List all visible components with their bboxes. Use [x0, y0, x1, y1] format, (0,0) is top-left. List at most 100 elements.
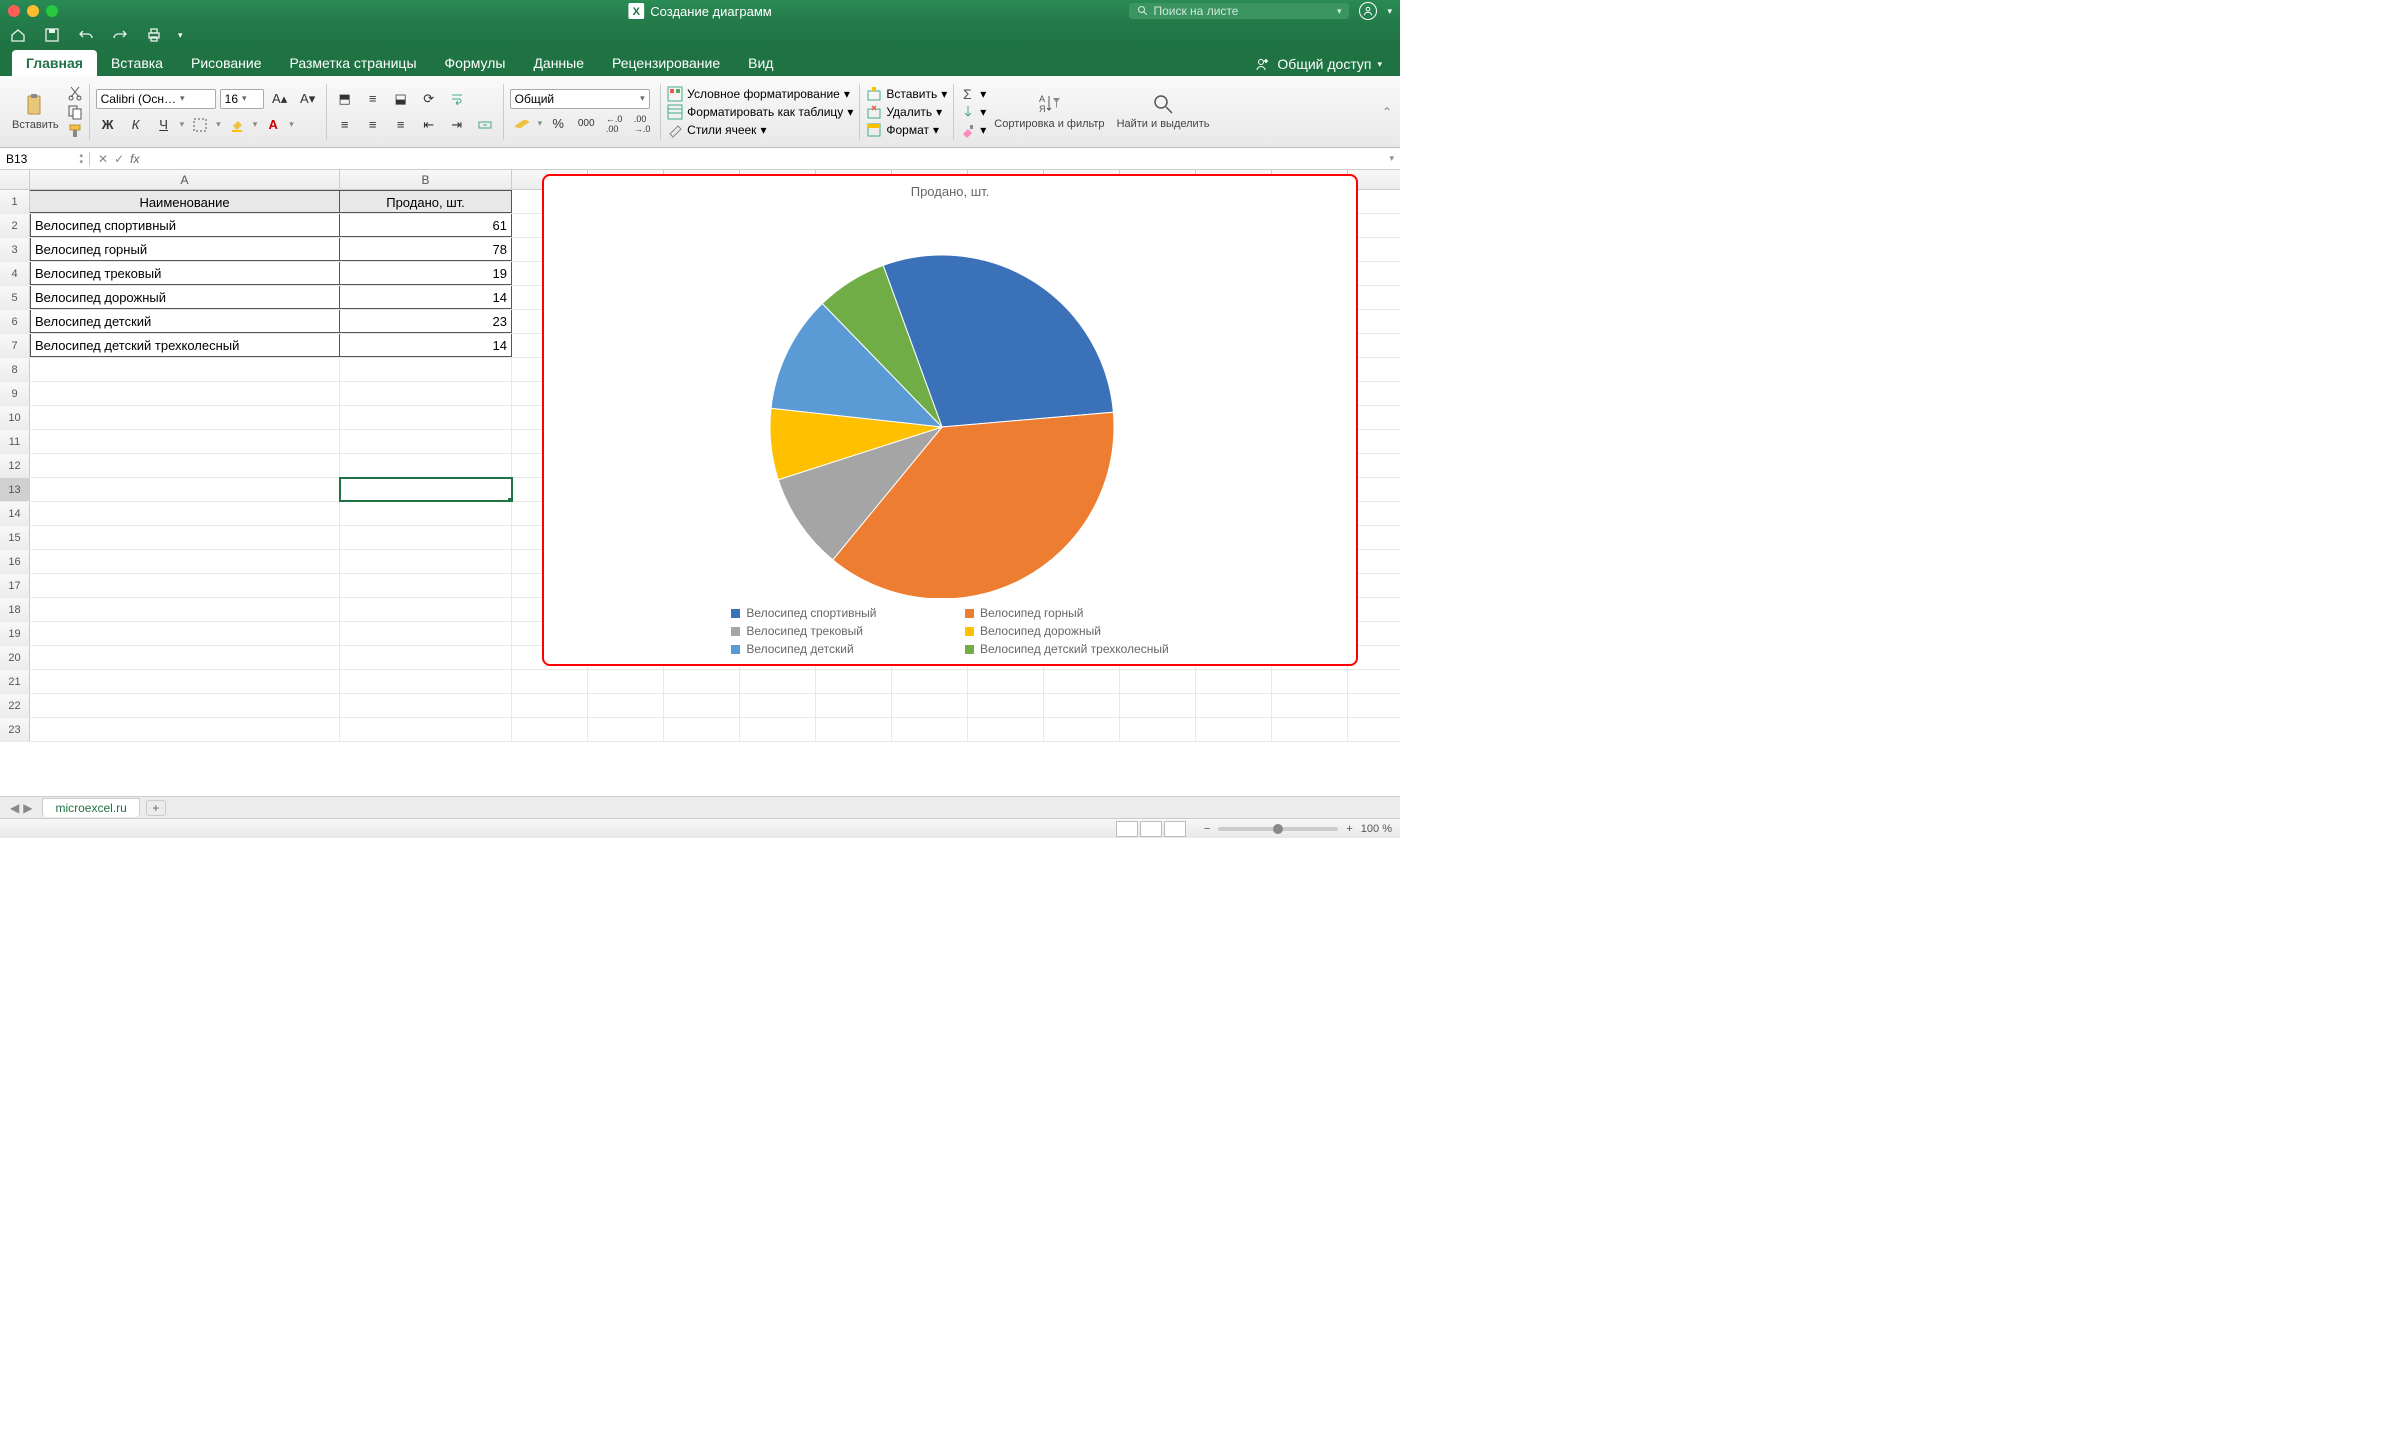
- col-header-A[interactable]: A: [30, 170, 340, 189]
- cell[interactable]: [892, 718, 968, 741]
- tab-разметка страницы[interactable]: Разметка страницы: [276, 50, 431, 76]
- autosum-icon[interactable]: Σ: [960, 86, 976, 102]
- cell[interactable]: [340, 574, 512, 597]
- row-header[interactable]: 1: [0, 190, 30, 213]
- cell[interactable]: [340, 718, 512, 741]
- col-header-B[interactable]: B: [340, 170, 512, 189]
- cell[interactable]: [30, 622, 340, 645]
- cell[interactable]: [512, 670, 588, 693]
- paste-button[interactable]: Вставить: [8, 91, 63, 133]
- row-header[interactable]: 10: [0, 406, 30, 429]
- cell[interactable]: [816, 718, 892, 741]
- cell[interactable]: [740, 718, 816, 741]
- row-header[interactable]: 22: [0, 694, 30, 717]
- decrease-indent-button[interactable]: ⇤: [417, 114, 441, 136]
- cell[interactable]: [30, 430, 340, 453]
- cell[interactable]: [340, 526, 512, 549]
- percent-button[interactable]: %: [546, 113, 570, 135]
- cell[interactable]: 78: [340, 238, 512, 261]
- legend-item[interactable]: Велосипед детский трехколесный: [965, 642, 1169, 656]
- insert-cells-button[interactable]: Вставить▾: [866, 86, 947, 102]
- row-header[interactable]: 7: [0, 334, 30, 357]
- qat-customize-icon[interactable]: ▾: [178, 30, 183, 41]
- sort-filter-button[interactable]: АЯ Сортировка и фильтр: [990, 90, 1108, 132]
- cell[interactable]: [340, 406, 512, 429]
- cell[interactable]: [340, 502, 512, 525]
- fx-icon[interactable]: fx: [130, 152, 139, 166]
- cell[interactable]: [340, 454, 512, 477]
- cell[interactable]: [30, 550, 340, 573]
- format-painter-icon[interactable]: [67, 123, 83, 139]
- cell[interactable]: [30, 670, 340, 693]
- cell[interactable]: [588, 670, 664, 693]
- align-right-button[interactable]: ≡: [389, 114, 413, 136]
- page-layout-view-button[interactable]: [1140, 821, 1162, 837]
- row-header[interactable]: 4: [0, 262, 30, 285]
- cell[interactable]: [1120, 718, 1196, 741]
- cell[interactable]: Велосипед детский: [30, 310, 340, 333]
- align-middle-button[interactable]: ≡: [361, 88, 385, 110]
- cell[interactable]: [340, 358, 512, 381]
- row-header[interactable]: 16: [0, 550, 30, 573]
- expand-formula-bar-icon[interactable]: ▾: [1383, 153, 1400, 164]
- row-header[interactable]: 23: [0, 718, 30, 741]
- wrap-text-button[interactable]: [445, 88, 469, 110]
- find-select-button[interactable]: Найти и выделить: [1113, 90, 1214, 132]
- cell-styles-button[interactable]: Стили ячеек▾: [667, 122, 853, 138]
- pie-chart[interactable]: Продано, шт.Велосипед спортивныйВелосипе…: [542, 174, 1358, 666]
- cell[interactable]: Велосипед спортивный: [30, 214, 340, 237]
- cell[interactable]: Наименование: [30, 190, 340, 213]
- cell[interactable]: [1196, 694, 1272, 717]
- close-button[interactable]: [8, 5, 20, 17]
- cell[interactable]: [30, 694, 340, 717]
- row-header[interactable]: 5: [0, 286, 30, 309]
- name-box[interactable]: B13 ▴▾: [0, 152, 90, 166]
- grow-font-button[interactable]: A▴: [268, 88, 292, 110]
- confirm-icon[interactable]: ✓: [114, 152, 124, 166]
- cell[interactable]: [968, 670, 1044, 693]
- align-top-button[interactable]: ⬒: [333, 88, 357, 110]
- legend-item[interactable]: Велосипед трековый: [731, 624, 935, 638]
- cell[interactable]: Велосипед дорожный: [30, 286, 340, 309]
- cell[interactable]: [512, 718, 588, 741]
- fill-icon[interactable]: [960, 104, 976, 120]
- cell[interactable]: [740, 670, 816, 693]
- format-as-table-button[interactable]: Форматировать как таблицу▾: [667, 104, 853, 120]
- cell[interactable]: Продано, шт.: [340, 190, 512, 213]
- legend-item[interactable]: Велосипед спортивный: [731, 606, 935, 620]
- increase-decimal-button[interactable]: ←.0.00: [602, 113, 626, 135]
- cell[interactable]: [1120, 694, 1196, 717]
- cell[interactable]: [664, 670, 740, 693]
- align-bottom-button[interactable]: ⬓: [389, 88, 413, 110]
- zoom-in-button[interactable]: +: [1346, 823, 1352, 835]
- font-name-combo[interactable]: Calibri (Осн…▾: [96, 89, 216, 109]
- cell[interactable]: [30, 478, 340, 501]
- cell[interactable]: [30, 382, 340, 405]
- border-button[interactable]: [188, 114, 212, 136]
- increase-indent-button[interactable]: ⇥: [445, 114, 469, 136]
- cell[interactable]: [340, 694, 512, 717]
- row-header[interactable]: 18: [0, 598, 30, 621]
- cell[interactable]: [340, 622, 512, 645]
- cell[interactable]: [1196, 670, 1272, 693]
- bold-button[interactable]: Ж: [96, 114, 120, 136]
- font-size-combo[interactable]: 16▾: [220, 89, 264, 109]
- tab-рецензирование[interactable]: Рецензирование: [598, 50, 734, 76]
- row-header[interactable]: 9: [0, 382, 30, 405]
- tab-главная[interactable]: Главная: [12, 50, 97, 76]
- cell[interactable]: [30, 406, 340, 429]
- align-center-button[interactable]: ≡: [361, 114, 385, 136]
- number-format-combo[interactable]: Общий▾: [510, 89, 650, 109]
- cell[interactable]: 14: [340, 286, 512, 309]
- cell[interactable]: [340, 382, 512, 405]
- italic-button[interactable]: К: [124, 114, 148, 136]
- font-color-button[interactable]: А: [261, 114, 285, 136]
- fill-color-button[interactable]: [225, 114, 249, 136]
- tab-вид[interactable]: Вид: [734, 50, 787, 76]
- user-menu-chevron[interactable]: ▾: [1387, 6, 1392, 17]
- add-sheet-button[interactable]: +: [146, 800, 166, 816]
- cell[interactable]: Велосипед детский трехколесный: [30, 334, 340, 357]
- cell[interactable]: [340, 646, 512, 669]
- legend-item[interactable]: Велосипед детский: [731, 642, 935, 656]
- tab-формулы[interactable]: Формулы: [431, 50, 520, 76]
